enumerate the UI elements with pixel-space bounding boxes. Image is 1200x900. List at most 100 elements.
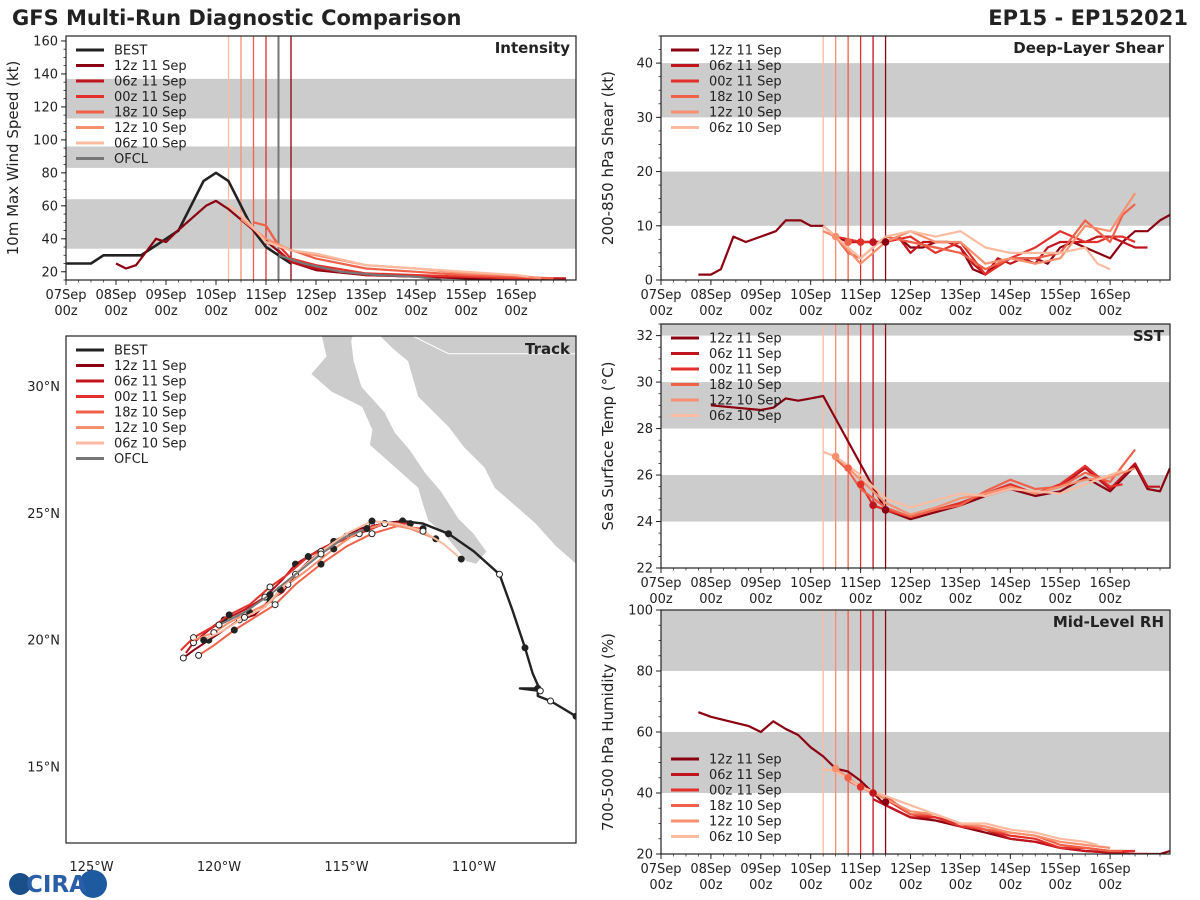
track-line-best bbox=[366, 519, 576, 718]
y-tick-label: 160 bbox=[33, 34, 58, 49]
logo-text: CIRA bbox=[26, 872, 87, 898]
legend-label: 06z 11 Sep bbox=[709, 59, 782, 74]
y-tick-label: 22 bbox=[636, 562, 653, 577]
x-tick-date: 08Sep bbox=[690, 862, 731, 877]
y-tick-label: 80 bbox=[636, 665, 653, 680]
track-point bbox=[317, 550, 325, 558]
x-tick-date: 12Sep bbox=[890, 288, 931, 303]
figure-title: GFS Multi-Run Diagnostic Comparison bbox=[12, 6, 461, 30]
x-tick-date: 10Sep bbox=[790, 576, 831, 591]
track-line-ofcl bbox=[218, 527, 368, 626]
x-tick-date: 16Sep bbox=[495, 288, 536, 303]
x-tick-hour: 00z bbox=[649, 878, 673, 893]
sst-panel: 22242628303207Sep00z08Sep00z09Sep00z10Se… bbox=[599, 323, 1171, 607]
x-tick-hour: 00z bbox=[799, 592, 823, 607]
x-tick-date: 07Sep bbox=[45, 288, 86, 303]
track-point bbox=[572, 712, 576, 720]
x-tick-date: 07Sep bbox=[640, 576, 681, 591]
legend-label: 06z 10 Sep bbox=[709, 409, 782, 424]
track-point bbox=[304, 553, 312, 561]
x-tick-hour: 00z bbox=[999, 304, 1023, 319]
x-tick-hour: 00z bbox=[749, 592, 773, 607]
legend-label: 06z 11 Sep bbox=[114, 375, 187, 390]
longitude-label: 115°W bbox=[324, 860, 368, 875]
x-tick-hour: 00z bbox=[699, 592, 723, 607]
track-point bbox=[195, 651, 203, 659]
track-point bbox=[200, 636, 208, 644]
storm-id: EP15 - EP152021 bbox=[988, 6, 1188, 30]
x-tick-date: 07Sep bbox=[640, 288, 681, 303]
y-tick-label: 32 bbox=[636, 329, 653, 344]
x-tick-date: 11Sep bbox=[245, 288, 286, 303]
x-tick-date: 09Sep bbox=[740, 288, 781, 303]
x-tick-hour: 00z bbox=[849, 592, 873, 607]
latitude-label: 25°N bbox=[27, 507, 60, 522]
x-tick-date: 11Sep bbox=[840, 288, 881, 303]
y-axis-label: 200-850 hPa Shear (kt) bbox=[599, 71, 617, 245]
plot-area bbox=[66, 36, 576, 280]
y-tick-label: 100 bbox=[33, 133, 58, 148]
y-tick-label: 20 bbox=[41, 265, 58, 280]
x-tick-hour: 00z bbox=[799, 304, 823, 319]
x-tick-date: 10Sep bbox=[790, 288, 831, 303]
track-point bbox=[241, 613, 248, 621]
run-marker bbox=[831, 452, 840, 461]
x-tick-hour: 00z bbox=[254, 304, 278, 319]
run-marker bbox=[881, 506, 890, 514]
threshold-band bbox=[66, 78, 576, 119]
latitude-label: 20°N bbox=[27, 634, 60, 649]
rh-panel: 2040608010007Sep00z08Sep00z09Sep00z10Sep… bbox=[599, 604, 1171, 893]
x-tick-hour: 00z bbox=[1098, 592, 1122, 607]
legend-label: 06z 11 Sep bbox=[709, 347, 782, 362]
x-tick-hour: 00z bbox=[1098, 304, 1122, 319]
legend-label: 18z 10 Sep bbox=[709, 799, 782, 814]
x-tick-date: 12Sep bbox=[890, 576, 931, 591]
track-point bbox=[363, 525, 371, 533]
shear-panel: 01020304007Sep00z08Sep00z09Sep00z10Sep00… bbox=[599, 35, 1171, 319]
plot-area bbox=[661, 610, 1170, 854]
y-tick-label: 120 bbox=[33, 100, 58, 115]
panel-title: Deep-Layer Shear bbox=[1013, 39, 1164, 57]
x-tick-hour: 00z bbox=[949, 304, 973, 319]
x-tick-hour: 00z bbox=[699, 878, 723, 893]
legend-label: 12z 10 Sep bbox=[709, 815, 782, 830]
legend-label: 18z 10 Sep bbox=[114, 106, 187, 121]
x-tick-date: 14Sep bbox=[990, 576, 1031, 591]
x-tick-date: 13Sep bbox=[940, 288, 981, 303]
y-axis-label: 700-500 hPa Humidity (%) bbox=[599, 633, 617, 831]
threshold-band bbox=[661, 382, 1170, 429]
series-line-12z-10-sep bbox=[835, 767, 1111, 849]
x-tick-hour: 00z bbox=[154, 304, 178, 319]
plot-area bbox=[661, 324, 1170, 568]
panel-title: Intensity bbox=[495, 39, 571, 57]
track-point bbox=[317, 560, 325, 568]
x-tick-hour: 00z bbox=[849, 304, 873, 319]
x-tick-date: 15Sep bbox=[1040, 576, 1081, 591]
run-marker bbox=[831, 232, 840, 241]
legend-label: 18z 10 Sep bbox=[709, 90, 782, 105]
legend-label: 06z 11 Sep bbox=[709, 768, 782, 783]
series-line-18z-10-sep bbox=[834, 448, 1136, 519]
y-tick-label: 0 bbox=[645, 274, 653, 289]
run-marker bbox=[856, 480, 865, 489]
x-tick-hour: 00z bbox=[899, 304, 923, 319]
y-tick-label: 60 bbox=[41, 199, 58, 214]
x-tick-date: 10Sep bbox=[195, 288, 236, 303]
x-tick-hour: 00z bbox=[899, 592, 923, 607]
x-tick-date: 16Sep bbox=[1090, 288, 1131, 303]
x-tick-date: 09Sep bbox=[740, 576, 781, 591]
x-tick-hour: 00z bbox=[1049, 592, 1073, 607]
longitude-label: 110°W bbox=[452, 860, 496, 875]
x-tick-date: 08Sep bbox=[690, 288, 731, 303]
x-tick-hour: 00z bbox=[949, 878, 973, 893]
track-point bbox=[457, 555, 465, 563]
panels: 2040608010012014016007Sep00z08Sep00z09Se… bbox=[4, 34, 1171, 893]
x-tick-date: 08Sep bbox=[95, 288, 136, 303]
x-tick-hour: 00z bbox=[699, 304, 723, 319]
x-tick-date: 13Sep bbox=[940, 862, 981, 877]
x-tick-hour: 00z bbox=[849, 878, 873, 893]
x-tick-date: 11Sep bbox=[840, 576, 881, 591]
threshold-band bbox=[66, 146, 576, 168]
cira-logo: CIRA bbox=[9, 870, 107, 898]
